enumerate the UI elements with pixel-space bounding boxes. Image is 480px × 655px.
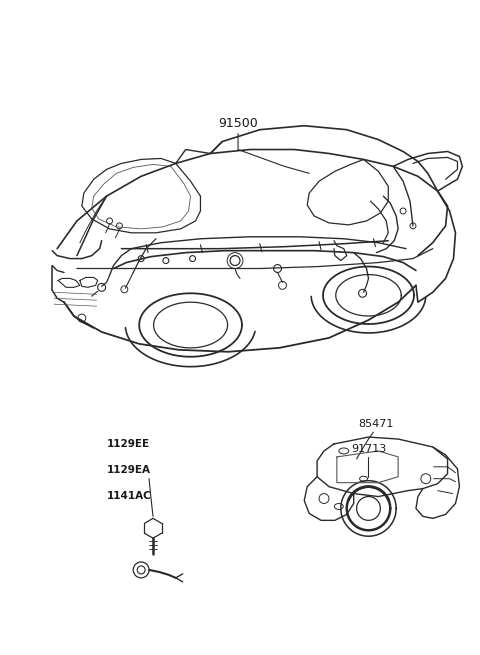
- Text: 85471: 85471: [359, 419, 394, 429]
- Text: 1129EE: 1129EE: [107, 439, 150, 449]
- Text: 1141AC: 1141AC: [107, 491, 151, 500]
- Text: 91713: 91713: [351, 444, 386, 454]
- Text: 91500: 91500: [218, 117, 258, 130]
- Text: 1129EA: 1129EA: [107, 465, 151, 475]
